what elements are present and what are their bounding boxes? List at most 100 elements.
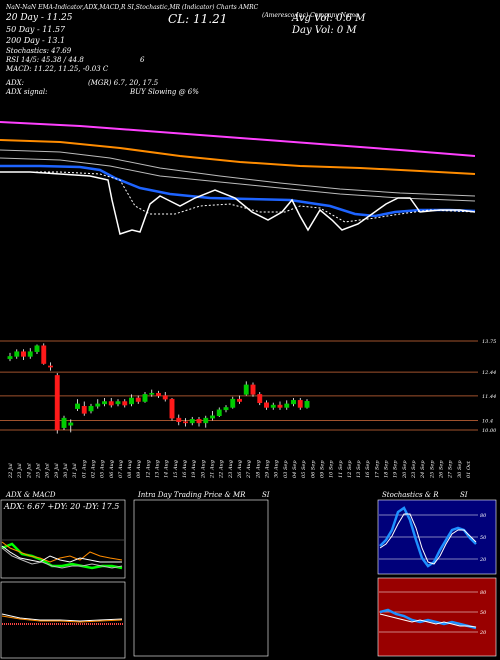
x-tick-31: 04 Sep <box>292 460 298 478</box>
macd-label: MACD: 11.22, 11.25, -0.03 C <box>6 65 109 73</box>
x-tick-42: 19 Sep <box>393 460 399 478</box>
x-tick-47: 26 Sep <box>439 460 445 479</box>
candle-body-23 <box>162 395 168 400</box>
adx-white-line <box>1 545 122 563</box>
adx-macd-title: ADX & MACD <box>6 491 56 499</box>
x-tick-41: 18 Sep <box>384 460 390 478</box>
candle-body-25 <box>176 417 182 422</box>
ema-dotted-line <box>0 171 476 223</box>
x-tick-44: 23 Sep <box>411 460 417 479</box>
candle-body-3 <box>27 351 33 357</box>
x-tick-18: 15 Aug <box>173 460 179 478</box>
candle-body-30 <box>210 415 215 419</box>
x-tick-14: 09 Aug <box>136 460 142 478</box>
x-tick-21: 20 Aug <box>200 460 206 479</box>
x-tick-45: 24 Sep <box>420 460 426 479</box>
candle-body-38 <box>264 402 269 408</box>
ema-200-label: 200 Day - 13.1 <box>6 36 66 45</box>
candle-body-36 <box>250 384 256 395</box>
x-tick-25: 26 Aug <box>237 460 243 479</box>
candle-body-6 <box>48 365 53 368</box>
ema-gray-line-1 <box>0 149 476 197</box>
x-tick-22: 21 Aug <box>210 460 216 479</box>
x-tick-10: 05 Aug <box>100 460 106 478</box>
x-tick-15: 12 Aug <box>145 460 151 478</box>
x-tick-2: 24 Jul <box>26 463 32 479</box>
candle-body-41 <box>284 403 290 408</box>
ema-blue-line <box>0 164 476 218</box>
x-tick-39: 16 Sep <box>365 460 371 478</box>
candle-body-19 <box>135 397 141 402</box>
candle-body-44 <box>304 401 310 408</box>
candle-body-37 <box>257 394 263 403</box>
rsi-tick-1: 50 <box>480 610 487 616</box>
candle-body-11 <box>81 406 87 414</box>
stochastics-label: Stochastics: 47.69 <box>6 47 72 55</box>
adx-readout: ADX: 6.67 +DY: 20 -DY: 17.5 <box>4 502 120 511</box>
x-tick-1: 23 Jul <box>17 463 23 479</box>
rsi-tick-2: 20 <box>479 630 487 636</box>
x-tick-40: 17 Sep <box>374 460 380 478</box>
candle-body-0 <box>7 356 13 360</box>
candle-body-14 <box>102 401 107 405</box>
intraday-panel <box>133 499 269 657</box>
stoch-tick-0: 80 <box>480 513 487 519</box>
candle-body-4 <box>34 345 40 352</box>
candle-body-13 <box>95 403 101 407</box>
candle-body-43 <box>297 400 303 408</box>
candle-body-8 <box>61 417 67 428</box>
candle-body-31 <box>216 409 222 417</box>
rsi-blue-line <box>379 608 477 630</box>
stoch-tick-1: 50 <box>480 535 487 541</box>
rsi-label: RSI 14/5: 45.38 / 44.8 <box>6 56 84 64</box>
adx-label: ADX: <box>6 79 25 87</box>
stochastics-title-right: SI <box>460 491 468 499</box>
x-tick-20: 19 Aug <box>191 460 197 478</box>
ema-orange-line <box>0 139 476 175</box>
ema-gray-line-2 <box>0 157 476 202</box>
candle-body-10 <box>75 403 80 409</box>
x-tick-49: 30 Sep <box>457 460 463 478</box>
x-tick-50: 01 Oct <box>466 460 472 478</box>
candle-body-22 <box>156 392 161 396</box>
ema-magenta-line <box>0 121 476 157</box>
stochastics-title: Stochastics & R <box>382 491 439 499</box>
x-tick-7: 31 Jul <box>72 463 78 478</box>
x-tick-38: 13 Sep <box>356 460 362 478</box>
x-tick-8: 01 Aug <box>81 460 87 478</box>
header-line: NaN-NaN EMA-Indicator,ADX,MACD,R SI,Stoc… <box>6 4 259 11</box>
candle-body-27 <box>189 419 195 424</box>
y-tick-4: 10.00 <box>482 428 497 434</box>
adx-values: (MGR) 6.7, 20, 17.5 <box>88 79 159 87</box>
x-tick-34: 09 Sep <box>319 460 325 478</box>
company-name: (Ameresco Inc) Company Name <box>262 12 359 19</box>
candle-body-12 <box>88 406 94 412</box>
x-tick-48: 27 Sep <box>448 460 454 479</box>
candle-body-24 <box>169 398 175 419</box>
x-tick-27: 28 Aug <box>255 460 261 479</box>
candle-body-7 <box>54 375 60 431</box>
stoch-tick-2: 20 <box>479 557 487 563</box>
rsi-panel <box>377 577 497 657</box>
y-tick-1: 12.44 <box>482 370 496 376</box>
y-tick-2: 11.44 <box>482 394 496 400</box>
candle-body-33 <box>230 398 236 408</box>
x-tick-36: 11 Sep <box>338 460 344 478</box>
x-tick-26: 27 Aug <box>246 460 252 479</box>
candle-body-9 <box>68 422 74 426</box>
x-tick-3: 25 Jul <box>35 463 41 479</box>
macd-line <box>1 613 123 622</box>
y-tick-3: 10.4 <box>482 419 493 425</box>
ema-50-label: 50 Day - 11.57 <box>6 25 66 34</box>
x-tick-33: 06 Sep <box>310 460 316 478</box>
x-tick-43: 20 Sep <box>402 460 408 479</box>
x-tick-23: 22 Aug <box>219 460 225 479</box>
candle-body-5 <box>41 345 47 364</box>
avg-volume: Avg Vol: 0.6 M <box>292 13 366 24</box>
x-tick-11: 06 Aug <box>109 460 115 478</box>
candle-body-35 <box>243 384 249 395</box>
stoch-k-line <box>379 506 477 568</box>
candle-body-2 <box>21 351 26 357</box>
stoch-d-line <box>379 513 477 565</box>
